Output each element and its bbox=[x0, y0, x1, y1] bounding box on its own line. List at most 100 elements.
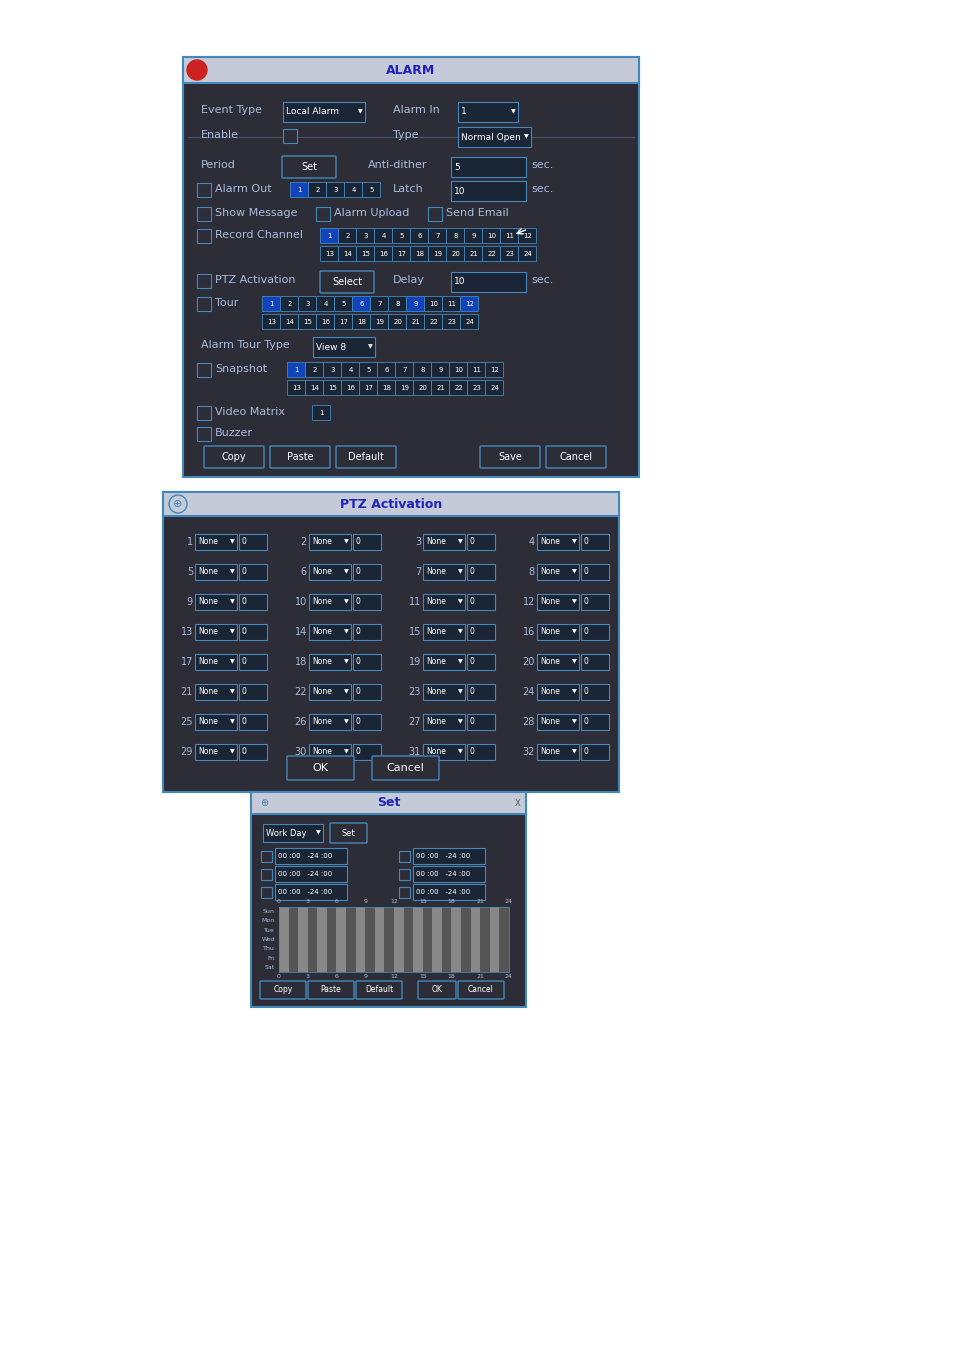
Text: ▼: ▼ bbox=[457, 570, 462, 575]
Text: ▼: ▼ bbox=[571, 570, 576, 575]
Bar bbox=[413, 926, 422, 934]
Bar bbox=[467, 653, 495, 670]
Text: 7: 7 bbox=[435, 234, 439, 239]
Bar bbox=[460, 907, 470, 917]
FancyBboxPatch shape bbox=[518, 228, 536, 243]
Bar bbox=[580, 684, 608, 701]
Bar bbox=[355, 926, 365, 934]
Text: 17: 17 bbox=[396, 251, 406, 256]
Bar bbox=[194, 714, 236, 730]
Text: Local Alarm: Local Alarm bbox=[286, 108, 338, 116]
FancyBboxPatch shape bbox=[446, 247, 464, 262]
Text: 22: 22 bbox=[429, 319, 437, 325]
Bar bbox=[309, 564, 351, 580]
Text: 0: 0 bbox=[470, 537, 475, 547]
FancyBboxPatch shape bbox=[413, 381, 431, 396]
Text: 11: 11 bbox=[408, 597, 420, 608]
Text: 0: 0 bbox=[470, 657, 475, 667]
Text: ▼: ▼ bbox=[571, 599, 576, 605]
Text: 4: 4 bbox=[528, 537, 535, 547]
Bar bbox=[422, 963, 432, 972]
Text: 0: 0 bbox=[583, 748, 588, 756]
FancyBboxPatch shape bbox=[341, 363, 359, 378]
Text: 17: 17 bbox=[364, 385, 373, 391]
FancyBboxPatch shape bbox=[323, 363, 341, 378]
Text: sec.: sec. bbox=[531, 184, 553, 194]
Text: ▼: ▼ bbox=[457, 599, 462, 605]
Bar bbox=[353, 714, 380, 730]
FancyBboxPatch shape bbox=[479, 446, 539, 468]
Text: 1: 1 bbox=[327, 234, 332, 239]
FancyBboxPatch shape bbox=[316, 297, 335, 312]
Bar bbox=[479, 917, 489, 926]
Bar bbox=[460, 953, 470, 963]
Bar bbox=[194, 684, 236, 701]
Bar bbox=[317, 944, 327, 953]
Bar bbox=[239, 594, 267, 610]
Text: 18: 18 bbox=[356, 319, 366, 325]
Bar bbox=[317, 953, 327, 963]
Text: ▼: ▼ bbox=[230, 749, 234, 755]
Bar bbox=[460, 934, 470, 944]
Bar bbox=[183, 57, 639, 477]
Text: 0: 0 bbox=[242, 537, 247, 547]
Text: 29: 29 bbox=[180, 747, 193, 757]
Text: 7: 7 bbox=[376, 301, 381, 306]
Text: 20: 20 bbox=[522, 657, 535, 667]
Bar bbox=[278, 907, 509, 972]
FancyBboxPatch shape bbox=[326, 182, 344, 197]
Text: 10: 10 bbox=[486, 234, 496, 239]
Text: Send Email: Send Email bbox=[446, 208, 508, 217]
Text: Anti-dither: Anti-dither bbox=[368, 161, 427, 170]
Text: ▼: ▼ bbox=[571, 690, 576, 694]
FancyBboxPatch shape bbox=[395, 381, 413, 396]
Text: Paste: Paste bbox=[287, 452, 313, 462]
Text: 5: 5 bbox=[366, 367, 371, 373]
Text: ▼: ▼ bbox=[343, 690, 348, 694]
Text: 22: 22 bbox=[294, 687, 307, 697]
Bar bbox=[313, 338, 375, 356]
Bar bbox=[467, 714, 495, 730]
Text: 0: 0 bbox=[242, 687, 247, 697]
Bar bbox=[196, 184, 211, 197]
Bar bbox=[365, 953, 375, 963]
Text: 6: 6 bbox=[416, 234, 421, 239]
Text: None: None bbox=[539, 687, 559, 697]
Text: 0: 0 bbox=[242, 567, 247, 576]
Bar bbox=[194, 594, 236, 610]
Bar bbox=[384, 917, 394, 926]
Bar bbox=[196, 297, 211, 310]
Bar bbox=[432, 953, 441, 963]
Bar bbox=[298, 917, 308, 926]
Bar bbox=[451, 917, 460, 926]
Text: None: None bbox=[426, 717, 445, 726]
Circle shape bbox=[187, 59, 207, 80]
Bar bbox=[413, 963, 422, 972]
Text: Period: Period bbox=[201, 161, 235, 170]
FancyBboxPatch shape bbox=[287, 363, 305, 378]
Text: Alarm Out: Alarm Out bbox=[214, 184, 272, 194]
Text: ▼: ▼ bbox=[457, 540, 462, 544]
FancyBboxPatch shape bbox=[372, 756, 438, 780]
Bar bbox=[398, 869, 410, 880]
Text: 00 :00   -24 :00: 00 :00 -24 :00 bbox=[416, 853, 470, 859]
Bar bbox=[288, 963, 298, 972]
Text: 3: 3 bbox=[305, 973, 310, 979]
Text: 6: 6 bbox=[384, 367, 388, 373]
Bar bbox=[288, 944, 298, 953]
Bar bbox=[451, 181, 525, 201]
Text: None: None bbox=[426, 657, 445, 667]
FancyBboxPatch shape bbox=[362, 182, 380, 197]
Bar bbox=[422, 653, 464, 670]
Text: None: None bbox=[539, 567, 559, 576]
Text: Video Matrix: Video Matrix bbox=[214, 406, 285, 417]
Bar bbox=[394, 963, 403, 972]
Text: 16: 16 bbox=[522, 626, 535, 637]
Bar bbox=[432, 944, 441, 953]
FancyBboxPatch shape bbox=[305, 363, 323, 378]
FancyBboxPatch shape bbox=[262, 315, 280, 329]
Text: 28: 28 bbox=[522, 717, 535, 728]
Text: None: None bbox=[539, 537, 559, 547]
Bar bbox=[239, 564, 267, 580]
Text: 25: 25 bbox=[180, 717, 193, 728]
